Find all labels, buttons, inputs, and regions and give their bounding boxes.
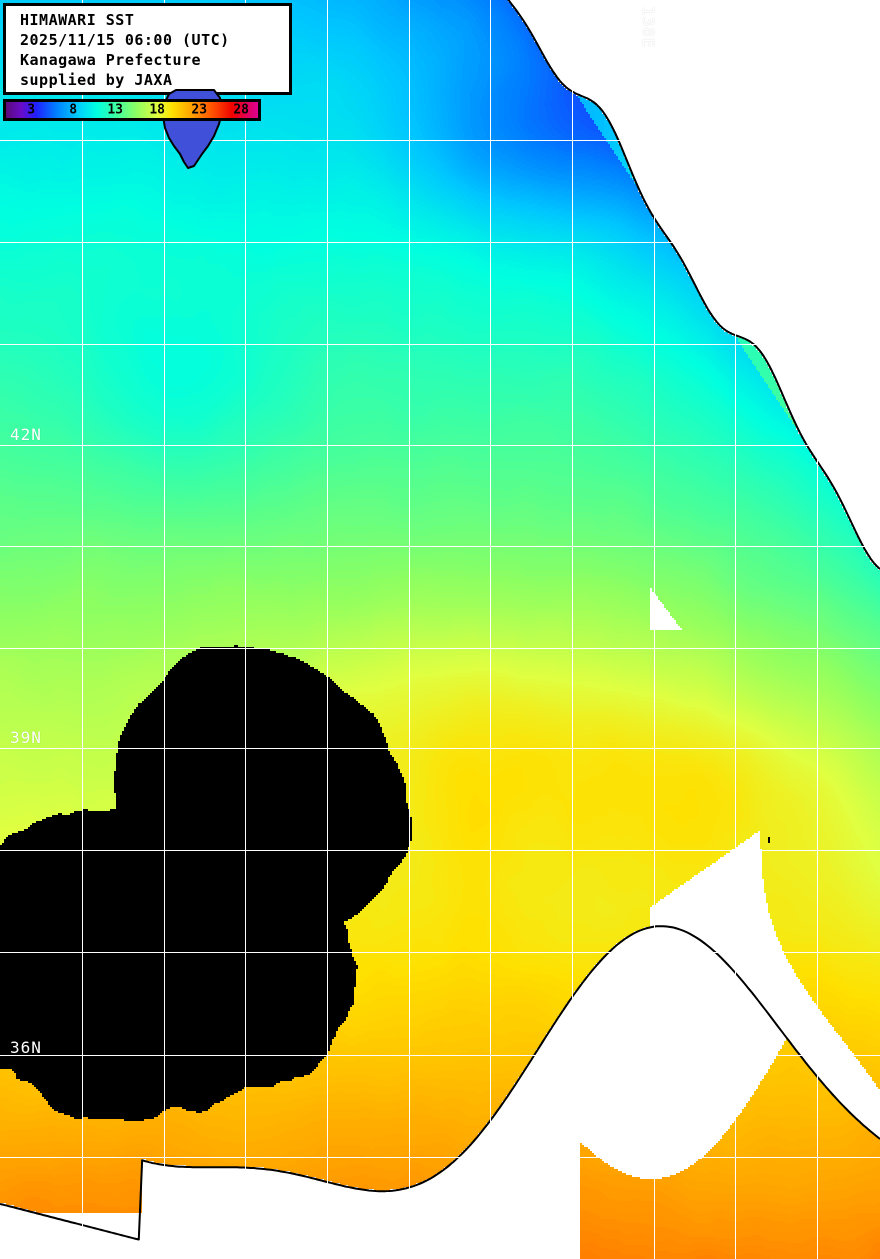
product-info-box: HIMAWARI SST 2025/11/15 06:00 (UTC) Kana… <box>3 3 292 95</box>
product-title: HIMAWARI SST <box>20 11 135 29</box>
sst-colorbar: 3 8 13 18 23 28 <box>3 99 261 121</box>
product-datetime: 2025/11/15 06:00 (UTC) <box>20 31 230 49</box>
product-source: supplied by JAXA <box>20 71 173 89</box>
colorbar-gradient <box>6 102 258 118</box>
product-region: Kanagawa Prefecture <box>20 51 202 69</box>
